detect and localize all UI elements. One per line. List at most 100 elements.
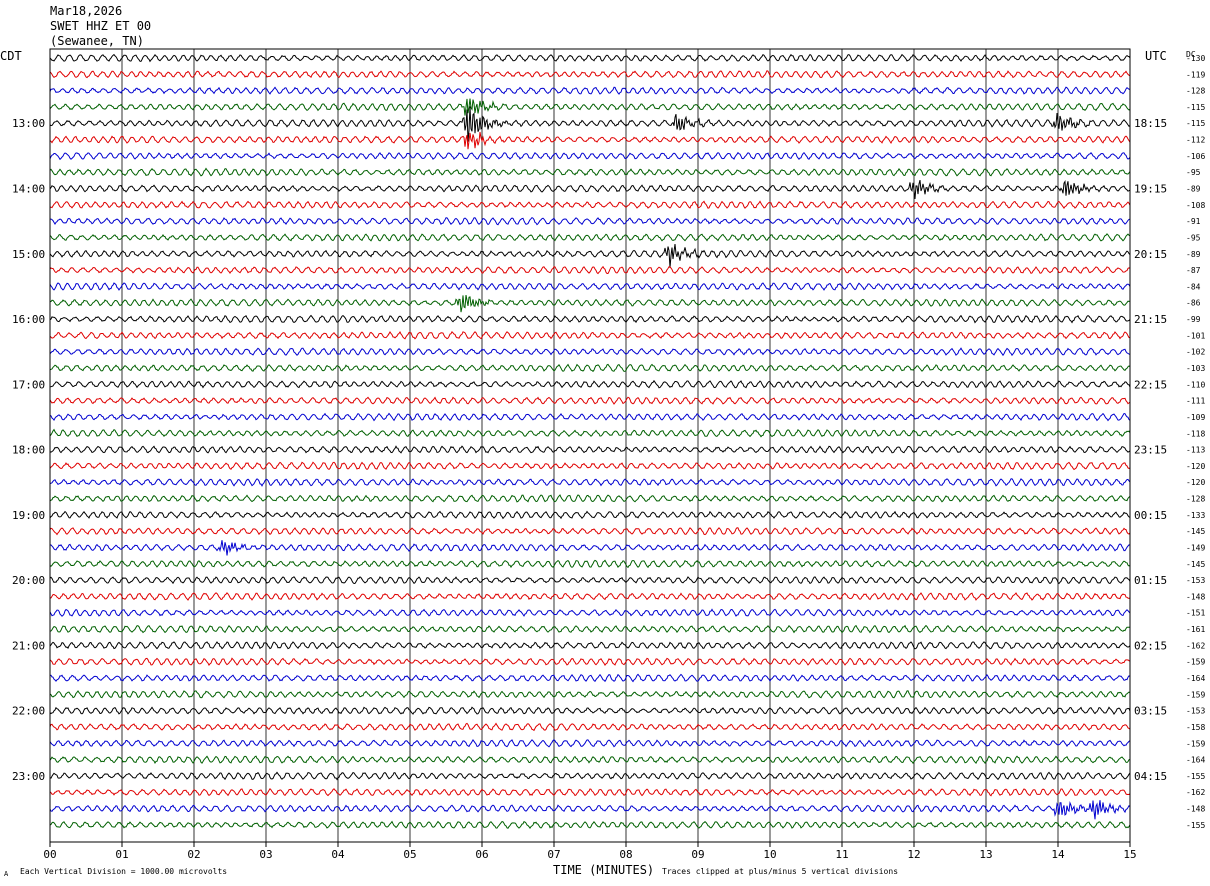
- dc-offset-label: -153: [1186, 576, 1205, 585]
- seismic-trace: [49, 510, 1131, 520]
- seismic-trace: [49, 641, 1131, 650]
- seismic-trace: [49, 179, 1131, 200]
- dc-offset-label: -108: [1186, 201, 1205, 210]
- seismic-trace: [49, 106, 1131, 142]
- x-tick-label: 08: [619, 848, 632, 861]
- dc-offset-label: -159: [1186, 690, 1205, 699]
- seismic-trace: [49, 233, 1131, 242]
- dc-offset-label: -102: [1186, 348, 1205, 357]
- right-time-label: 23:15: [1134, 444, 1167, 457]
- x-tick-label: 07: [547, 848, 560, 861]
- right-time-label: 18:15: [1134, 117, 1167, 130]
- x-tick-label: 13: [979, 848, 992, 861]
- dc-offset-label: -164: [1186, 756, 1205, 765]
- seismic-trace: [49, 330, 1131, 340]
- dc-offset-label: -86: [1186, 299, 1201, 308]
- seismic-trace: [49, 265, 1131, 275]
- dc-offset-label: -119: [1186, 70, 1205, 79]
- seismic-trace: [49, 608, 1131, 617]
- dc-offset-label: -145: [1186, 560, 1205, 569]
- left-time-label: 14:00: [12, 183, 45, 196]
- x-tick-label: 11: [835, 848, 848, 861]
- utc-axis-label: UTC: [1145, 49, 1167, 63]
- x-tick-label: 00: [43, 848, 56, 861]
- dc-offset-label: -162: [1186, 788, 1205, 797]
- dc-offset-label: -155: [1186, 821, 1205, 830]
- x-tick-label: 05: [403, 848, 416, 861]
- seismic-trace: [49, 363, 1131, 373]
- dc-offset-label: -133: [1186, 511, 1205, 520]
- axis-labels: 13:00 14:00 15:00 16:00 17:00 18:00 19:00 20:00…: [12, 54, 1205, 861]
- seismic-trace: [49, 657, 1131, 667]
- seismic-trace: [49, 624, 1131, 634]
- dc-offset-label: -151: [1186, 609, 1205, 618]
- left-time-label: 19:00: [12, 509, 45, 522]
- seismic-trace: [49, 282, 1131, 291]
- x-tick-label: 04: [331, 848, 345, 861]
- seismic-trace: [49, 706, 1131, 716]
- seismic-trace: [49, 86, 1130, 95]
- minute-grid: [121, 49, 1059, 842]
- station-label: SWET HHZ ET 00: [50, 19, 152, 33]
- left-time-label: 15:00: [12, 248, 45, 261]
- location-label: (Sewanee, TN): [50, 34, 144, 48]
- footer-mark: A: [4, 870, 9, 878]
- dc-offset-label: -159: [1186, 658, 1205, 667]
- dc-offset-label: -148: [1186, 805, 1205, 814]
- x-tick-label: 01: [115, 848, 128, 861]
- x-axis-title: TIME (MINUTES): [553, 863, 655, 877]
- dc-offset-label: -110: [1186, 380, 1205, 389]
- dc-label: DC: [1186, 50, 1196, 59]
- seismic-trace: [49, 167, 1131, 177]
- left-time-label: 21:00: [12, 639, 45, 652]
- dc-offset-label: -84: [1186, 282, 1201, 291]
- seismic-trace: [49, 771, 1131, 781]
- dc-offset-label: -87: [1186, 266, 1201, 275]
- right-time-label: 02:15: [1134, 639, 1167, 652]
- dc-offset-label: -101: [1186, 331, 1205, 340]
- seismic-trace: [49, 98, 1131, 116]
- seismic-trace: [49, 200, 1131, 209]
- right-time-label: 19:15: [1134, 183, 1167, 196]
- x-tick-label: 03: [259, 848, 272, 861]
- dc-offset-label: -164: [1186, 674, 1205, 683]
- dc-offset-label: -115: [1186, 103, 1205, 112]
- x-tick-label: 12: [907, 848, 920, 861]
- seismic-trace: [49, 445, 1131, 454]
- clip-note: Traces clipped at plus/minus 5 vertical …: [662, 867, 899, 876]
- dc-offset-label: -89: [1186, 250, 1201, 259]
- seismic-trace: [49, 428, 1131, 438]
- seismic-trace: [49, 494, 1131, 503]
- dc-offset-label: -148: [1186, 592, 1205, 601]
- dc-offset-label: -115: [1186, 119, 1205, 128]
- right-time-label: 20:15: [1134, 248, 1167, 261]
- dc-offset-label: -128: [1186, 87, 1205, 96]
- seismic-trace: [49, 295, 1131, 313]
- seismic-trace: [49, 244, 1131, 268]
- dc-offset-label: -149: [1186, 543, 1205, 552]
- seismic-trace: [49, 820, 1131, 829]
- seismic-trace: [49, 673, 1131, 683]
- right-time-label: 04:15: [1134, 770, 1167, 783]
- dc-offset-label: -130: [1186, 54, 1205, 63]
- right-time-label: 22:15: [1134, 378, 1167, 391]
- right-time-label: 01:15: [1134, 574, 1167, 587]
- left-time-label: 22:00: [12, 705, 45, 718]
- seismic-trace: [49, 412, 1131, 422]
- dc-offset-label: -145: [1186, 527, 1205, 536]
- left-time-label: 20:00: [12, 574, 45, 587]
- seismic-trace: [49, 379, 1131, 389]
- x-tick-label: 02: [187, 848, 200, 861]
- seismic-trace: [49, 690, 1131, 699]
- left-time-label: 16:00: [12, 313, 45, 326]
- left-time-label: 23:00: [12, 770, 45, 783]
- left-time-label: 18:00: [12, 444, 45, 457]
- dc-offset-label: -109: [1186, 413, 1205, 422]
- trace-group: [49, 53, 1131, 829]
- dc-offset-label: -159: [1186, 739, 1205, 748]
- x-tick-label: 09: [691, 848, 704, 861]
- seismic-trace: [49, 396, 1131, 405]
- right-time-label: 00:15: [1134, 509, 1167, 522]
- seismic-trace: [49, 800, 1131, 820]
